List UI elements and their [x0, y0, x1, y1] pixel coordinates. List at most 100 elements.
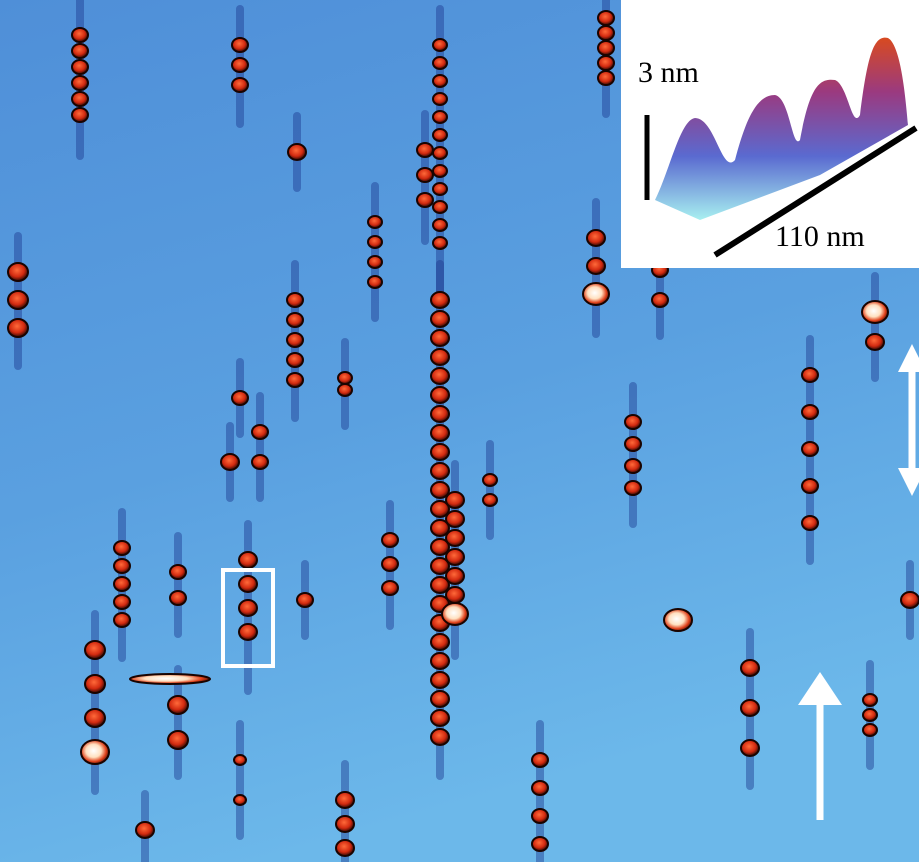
- particle: [431, 406, 449, 422]
- particle: [336, 840, 354, 856]
- particle: [431, 729, 449, 745]
- streak: [871, 272, 879, 382]
- particle: [583, 283, 609, 305]
- particle: [382, 581, 398, 595]
- particle: [85, 709, 105, 727]
- particle: [598, 11, 614, 25]
- particle: [221, 454, 239, 470]
- particle: [863, 694, 877, 706]
- particle: [866, 334, 884, 350]
- particle: [483, 474, 497, 486]
- particle: [72, 76, 88, 90]
- particle: [252, 425, 268, 439]
- particle: [741, 660, 759, 676]
- particle: [239, 552, 257, 568]
- particle: [72, 28, 88, 42]
- particle: [431, 368, 449, 384]
- streak: [629, 382, 637, 528]
- particle: [431, 691, 449, 707]
- particle: [287, 293, 303, 307]
- particle: [297, 593, 313, 607]
- particle-smear: [130, 674, 210, 684]
- particle: [338, 384, 352, 396]
- particle: [234, 795, 246, 805]
- particle: [901, 592, 919, 608]
- streak: [236, 720, 244, 840]
- streak: [371, 182, 379, 322]
- particle: [336, 792, 354, 808]
- particle: [598, 41, 614, 55]
- particle: [431, 653, 449, 669]
- particle: [85, 675, 105, 693]
- particle: [587, 258, 605, 274]
- particle: [446, 568, 464, 584]
- particle: [587, 230, 605, 246]
- particle: [8, 291, 28, 309]
- particle: [368, 236, 382, 248]
- particle: [114, 595, 130, 609]
- particle: [368, 276, 382, 288]
- particle: [802, 516, 818, 530]
- particle: [252, 455, 268, 469]
- particle: [431, 425, 449, 441]
- particle: [433, 39, 447, 51]
- length-label: 110 nm: [775, 220, 865, 253]
- particle: [625, 437, 641, 451]
- particle: [431, 311, 449, 327]
- particle: [598, 71, 614, 85]
- particle: [625, 459, 641, 473]
- particle: [532, 753, 548, 767]
- streak: [174, 532, 182, 638]
- particle: [442, 603, 468, 625]
- particle: [85, 641, 105, 659]
- particle: [136, 822, 154, 838]
- particle: [446, 492, 464, 508]
- particle: [239, 624, 257, 640]
- particle: [598, 56, 614, 70]
- particle: [625, 415, 641, 429]
- particle: [72, 108, 88, 122]
- particle: [287, 373, 303, 387]
- page: 3 nm 110 nm (() => { const data = JSON.p…: [0, 0, 919, 862]
- particle: [802, 368, 818, 382]
- particle: [741, 700, 759, 716]
- particle: [417, 143, 433, 157]
- particle: [652, 293, 668, 307]
- particle: [81, 740, 109, 764]
- height-label: 3 nm: [638, 56, 699, 89]
- particle: [168, 731, 188, 749]
- particle: [431, 444, 449, 460]
- particle: [336, 816, 354, 832]
- particle: [168, 696, 188, 714]
- particle: [234, 755, 246, 765]
- particle: [433, 183, 447, 195]
- afm-image: 3 nm 110 nm: [0, 0, 919, 862]
- particle: [433, 129, 447, 141]
- particle: [532, 809, 548, 823]
- particle: [232, 58, 248, 72]
- particle: [8, 319, 28, 337]
- particle: [431, 330, 449, 346]
- particle: [431, 672, 449, 688]
- particle: [382, 557, 398, 571]
- particle: [802, 405, 818, 419]
- particle: [863, 709, 877, 721]
- particle: [8, 263, 28, 281]
- particle: [483, 494, 497, 506]
- particle: [433, 219, 447, 231]
- particle: [431, 710, 449, 726]
- particle: [114, 541, 130, 555]
- particle: [625, 481, 641, 495]
- inset: 3 nm 110 nm: [621, 0, 919, 268]
- particle: [114, 613, 130, 627]
- particle: [862, 301, 888, 323]
- particle: [287, 313, 303, 327]
- particle: [664, 609, 692, 631]
- particle: [431, 634, 449, 650]
- particle: [232, 78, 248, 92]
- particle: [598, 26, 614, 40]
- particle: [287, 353, 303, 367]
- streak: [486, 440, 494, 540]
- particle: [532, 781, 548, 795]
- particle: [232, 38, 248, 52]
